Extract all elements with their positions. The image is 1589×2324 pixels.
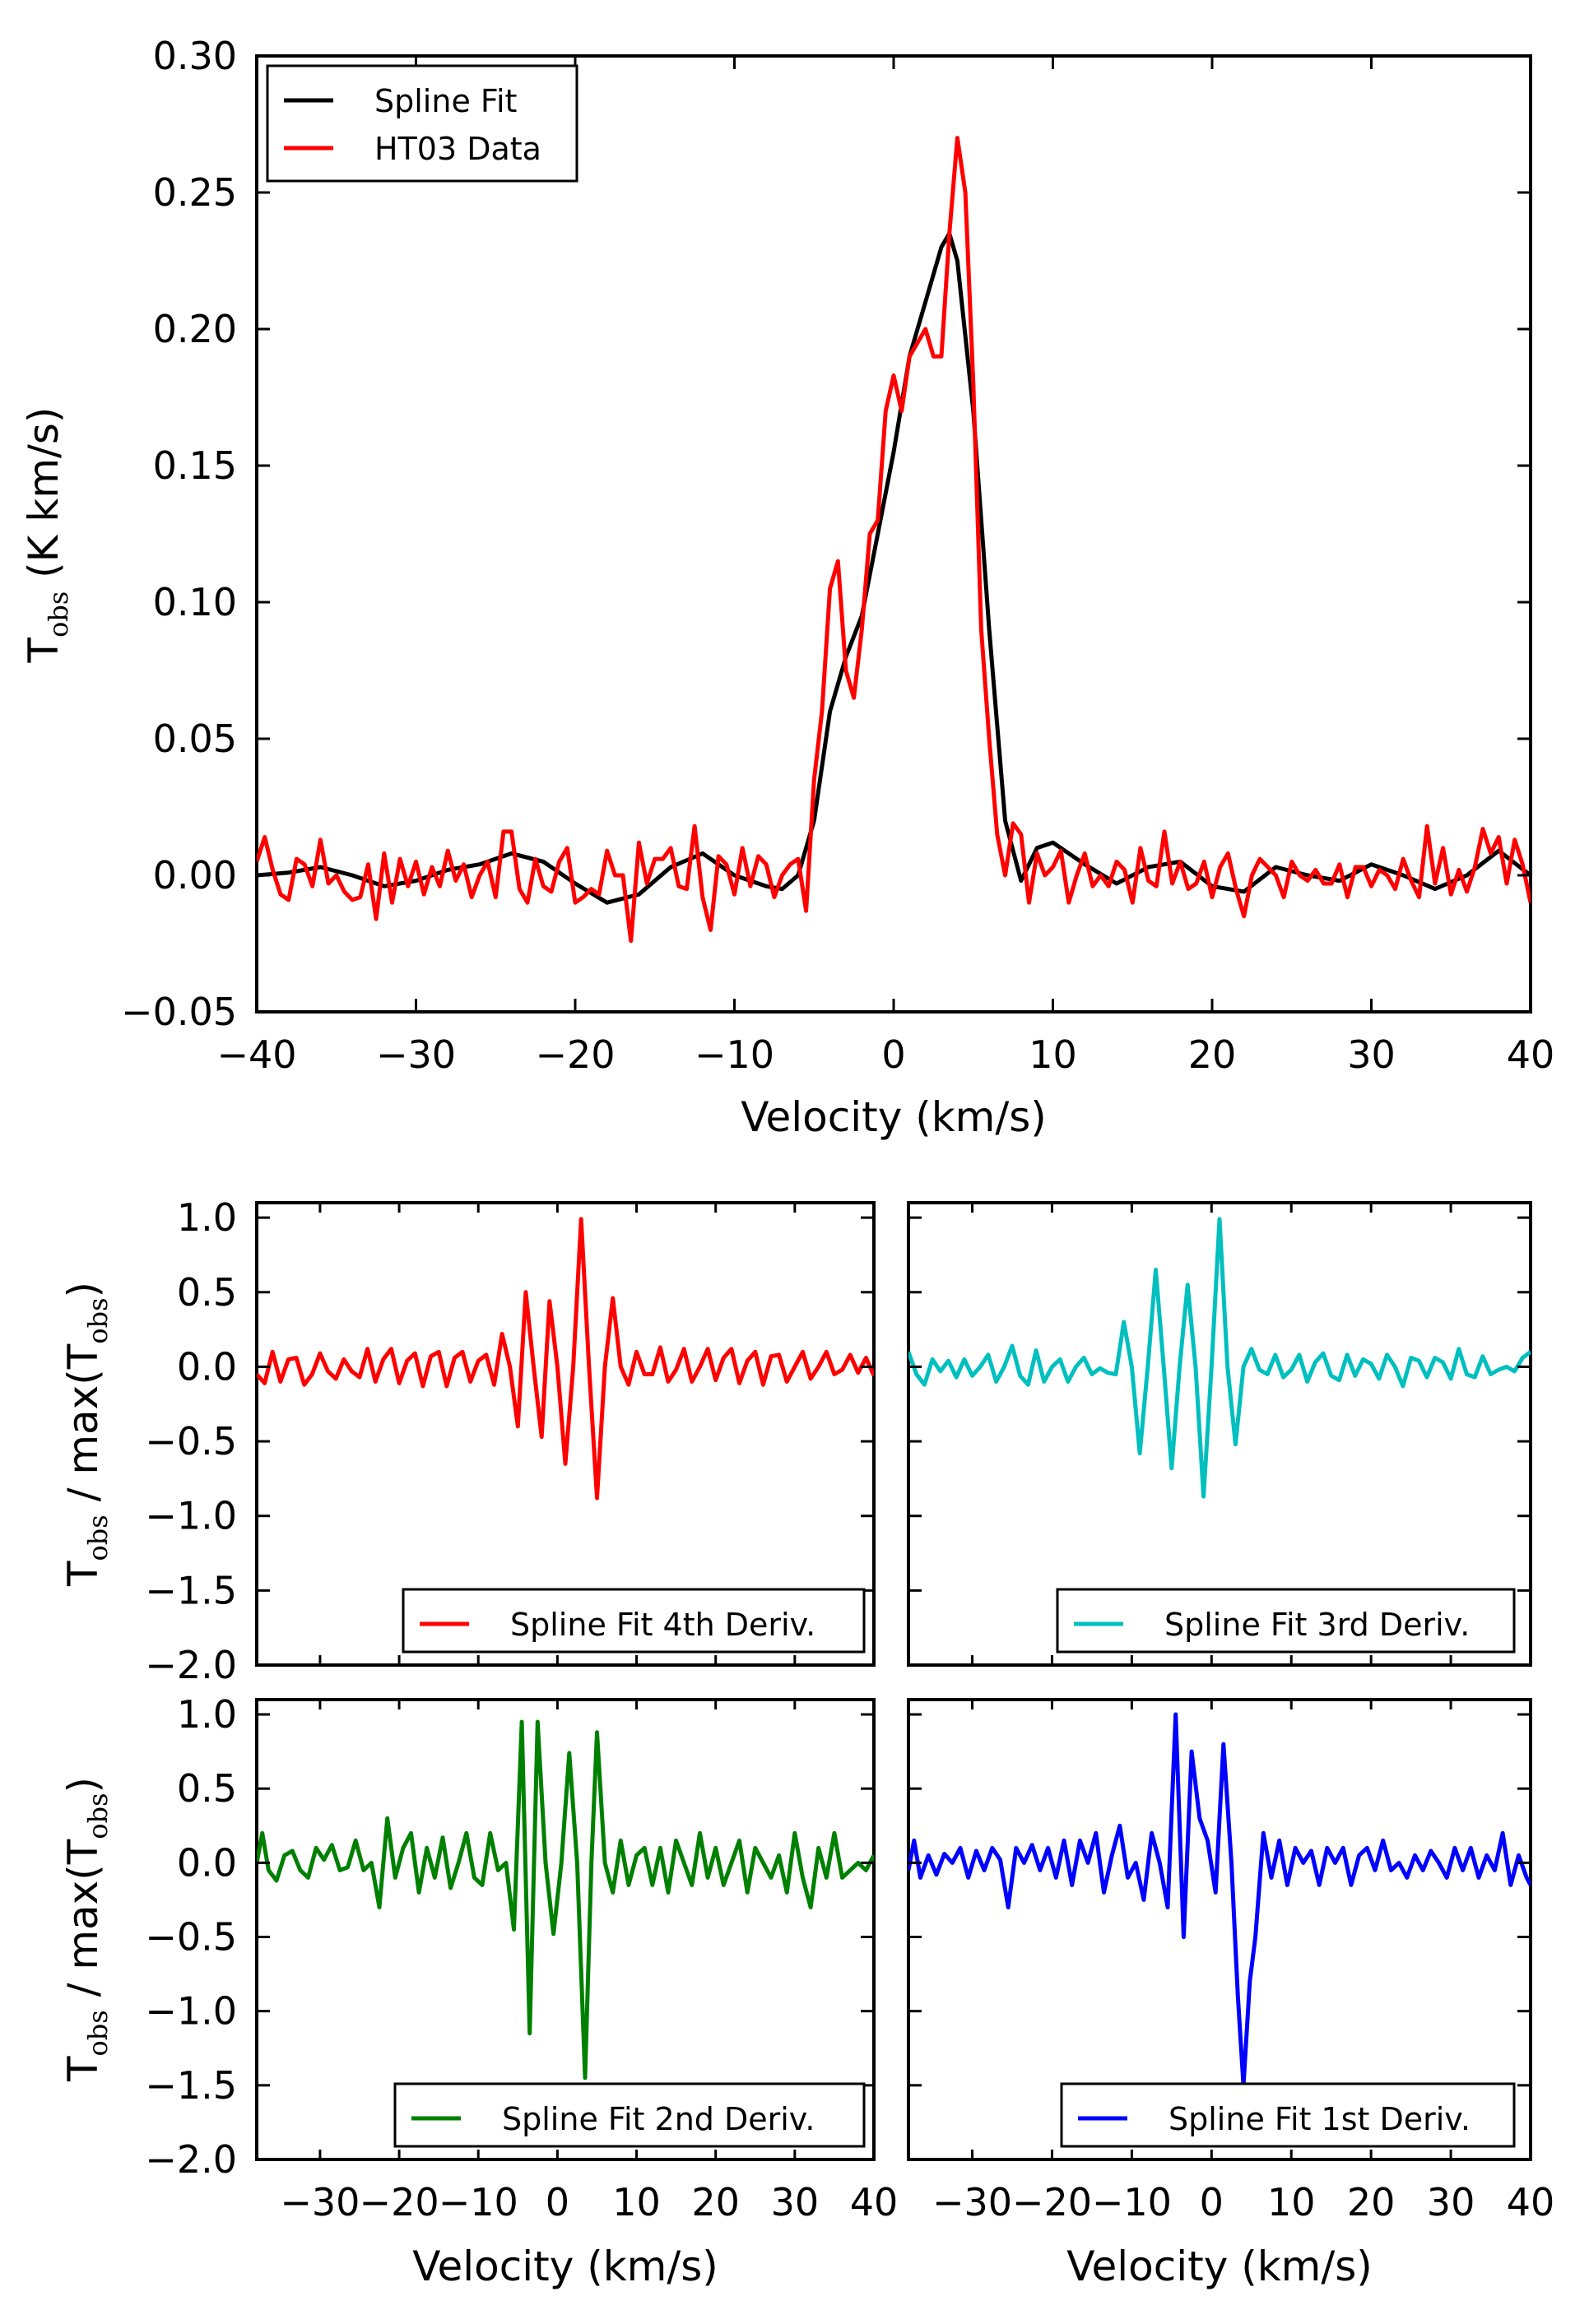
x-tick-label: −30 (376, 1032, 456, 1077)
plot-frame (255, 1201, 876, 1667)
x-tick-label: 20 (691, 2180, 740, 2224)
y-tick-label: 0.10 (153, 580, 237, 624)
x-axis-label: Velocity (km/s) (741, 1093, 1047, 1141)
series-line-ht03-data (257, 136, 1531, 944)
y-tick-label: 0.0 (177, 1840, 237, 1885)
y-tick-label: −1.5 (145, 1568, 237, 1612)
series-line-spline-fit-1st-deriv- (908, 1712, 1531, 2088)
y-tick-label: 0.30 (153, 34, 237, 78)
x-tick-label: 20 (1188, 1032, 1237, 1077)
x-tick-label: −30 (932, 2180, 1012, 2224)
y-axis-label-part: ) (59, 1777, 107, 1793)
x-tick-label: 20 (1347, 2180, 1396, 2224)
x-tick-label: 0 (881, 1032, 905, 1077)
legend-label: Spline Fit 4th Deriv. (510, 1607, 815, 1643)
y-axis-label: Tobs / max(Tobs) (59, 1282, 114, 1587)
x-tick-label: −30 (280, 2180, 360, 2224)
y-axis-label: Tobs (K km/s) (20, 407, 74, 664)
x-tick-label: −10 (695, 1032, 774, 1077)
y-axis-label-part: T (59, 2056, 107, 2082)
y-tick-label: −0.05 (121, 990, 237, 1034)
legend-label: Spline Fit (374, 83, 517, 119)
plot-frame (255, 54, 1532, 1014)
x-tick-label: 30 (771, 2180, 820, 2224)
y-tick-label: −0.5 (145, 1915, 237, 1960)
x-tick-label: 40 (850, 2180, 899, 2224)
series-line-spline-fit-2nd-deriv- (257, 1719, 874, 2080)
legend-box (1060, 2082, 1516, 2148)
chart-panel-5: −30 −20 −10 0 10 20 30 40 Velocity (km/s) Spline … (907, 1698, 1555, 2290)
legend-label: Spline Fit 3rd Deriv. (1164, 1607, 1470, 1643)
x-tick-label: 0 (546, 2180, 569, 2224)
x-tick-label: 30 (1427, 2180, 1475, 2224)
legend-box (402, 1588, 866, 1654)
legend-label: Spline Fit 1st Deriv. (1169, 2101, 1471, 2137)
y-tick-label: 0.25 (153, 170, 237, 215)
x-axis-label: Velocity (km/s) (1066, 2243, 1373, 2290)
chart-panel-2: −2.0 −1.5 −1.0 −0.5 0.0 0.5 1.0 Tobs / max(Tobs… (59, 1195, 876, 1687)
legend-label: Spline Fit 2nd Deriv. (502, 2101, 815, 2137)
x-tick-label: 40 (1507, 2180, 1555, 2224)
y-axis-label-subscript: obs (82, 2010, 114, 2056)
legend-box (1056, 1588, 1516, 1654)
y-tick-label: −1.5 (145, 2063, 237, 2108)
y-tick-label: 1.0 (177, 1692, 237, 1737)
y-axis-label-part: / max(T (59, 1343, 107, 1515)
y-axis-label-part: / max(T (59, 1839, 107, 2010)
y-axis-label-subscript: obs (43, 591, 74, 638)
chart-panel-4: −30 −20 −10 0 10 20 30 40 −2.0 −1.5 −1.0 −0.5 0.0 0.5… (59, 1692, 898, 2290)
y-tick-label: 0.15 (153, 443, 237, 488)
y-tick-label: 0.00 (153, 853, 237, 898)
series-line-spline-fit-4th-deriv- (257, 1217, 874, 1501)
x-tick-label: −20 (535, 1032, 615, 1077)
x-tick-label: −40 (216, 1032, 296, 1077)
x-axis-label: Velocity (km/s) (412, 2243, 718, 2290)
y-axis-label-subscript: obs (82, 1298, 114, 1344)
x-tick-label: −10 (1092, 2180, 1172, 2224)
y-tick-label: −2.0 (145, 1643, 237, 1687)
y-tick-label: 0.5 (177, 1270, 237, 1315)
y-tick-label: 0.20 (153, 307, 237, 351)
y-axis-label: Tobs / max(Tobs) (59, 1777, 114, 2082)
plot-frame (907, 1201, 1532, 1667)
x-tick-label: 10 (612, 2180, 661, 2224)
legend-box (266, 64, 578, 183)
series-line-spline-fit-3rd-deriv- (908, 1217, 1531, 1499)
x-tick-label: −10 (439, 2180, 518, 2224)
x-tick-label: 40 (1507, 1032, 1555, 1077)
chart-panel-3: Spline Fit 3rd Deriv. (907, 1201, 1532, 1667)
y-tick-label: 0.0 (177, 1344, 237, 1389)
x-tick-label: 30 (1347, 1032, 1396, 1077)
y-axis-label-part: T (20, 637, 67, 663)
y-axis-label-subscript: obs (82, 1515, 114, 1561)
chart-panel-1: −40 −30 −20 −10 0 10 20 30 40 −0.05 0.00 0.05 0.10 0.… (20, 34, 1554, 1141)
x-tick-label: −20 (360, 2180, 439, 2224)
legend-label: HT03 Data (374, 131, 541, 167)
legend-box (393, 2082, 866, 2148)
y-tick-label: 1.0 (177, 1195, 237, 1240)
x-tick-label: 0 (1200, 2180, 1224, 2224)
x-tick-label: −20 (1012, 2180, 1092, 2224)
y-axis-label-part: T (59, 1561, 107, 1587)
y-tick-label: −1.0 (145, 1989, 237, 2034)
x-tick-label: 10 (1029, 1032, 1077, 1077)
y-axis-label-subscript: obs (82, 1793, 114, 1839)
y-axis-label-part: (K km/s) (20, 407, 67, 591)
y-tick-label: 0.5 (177, 1766, 237, 1811)
y-tick-label: −0.5 (145, 1419, 237, 1464)
y-axis-label-part: ) (59, 1282, 107, 1298)
y-tick-label: −1.0 (145, 1494, 237, 1538)
y-tick-label: 0.05 (153, 717, 237, 761)
y-tick-label: −2.0 (145, 2137, 237, 2182)
x-tick-label: 10 (1267, 2180, 1316, 2224)
